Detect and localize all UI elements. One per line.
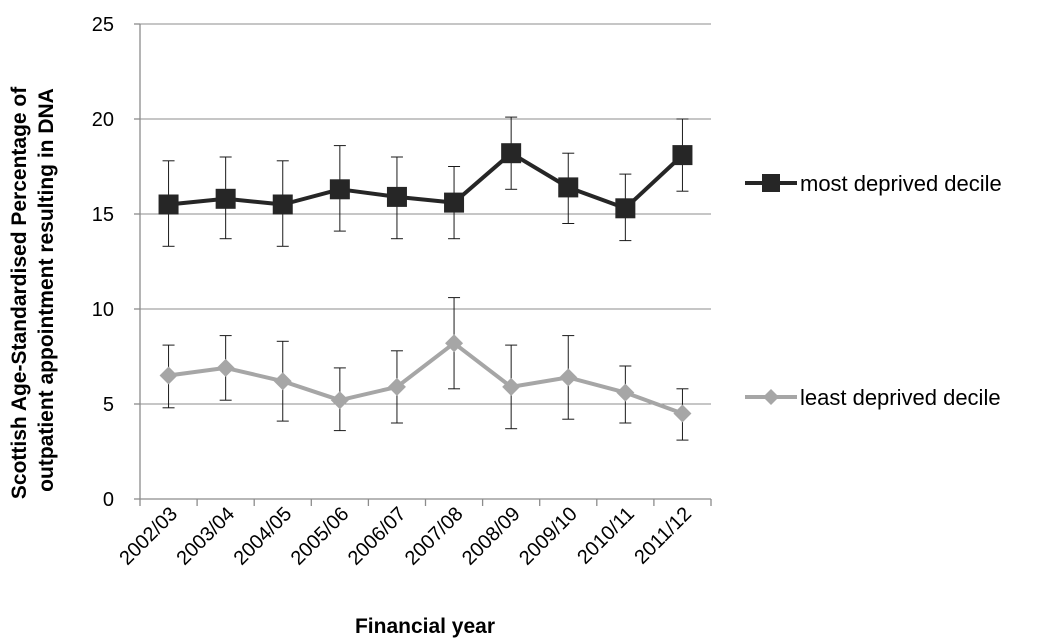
x-tick-label: 2004/05 (230, 503, 297, 570)
data-point-square (386, 186, 407, 207)
data-point-square (444, 192, 465, 213)
legend-marker-diamond (763, 389, 779, 405)
data-point-diamond (330, 391, 349, 410)
data-point-diamond (673, 404, 692, 423)
x-axis-title: Financial year (355, 615, 495, 638)
y-axis-title-line-1: Scottish Age-Standardised Percentage of (8, 86, 31, 499)
data-point-square (272, 194, 293, 215)
y-tick-label: 5 (103, 394, 114, 416)
series-line-1 (168, 151, 684, 211)
data-point-square (501, 143, 522, 164)
data-point-diamond (502, 377, 521, 396)
y-tick-label: 15 (92, 204, 114, 226)
x-tick-label: 2007/08 (401, 503, 468, 570)
data-point-diamond (616, 383, 635, 402)
x-tick-label: 2006/07 (344, 503, 411, 570)
x-tick-label: 2009/10 (515, 503, 582, 570)
y-tick-label: 0 (103, 489, 114, 511)
x-tick-label: 2008/09 (458, 503, 525, 570)
data-point-square (615, 198, 636, 219)
axes (134, 23, 712, 506)
y-tick-label: 25 (92, 14, 114, 36)
y-tick-label: 10 (92, 299, 114, 321)
x-tick-label: 2003/04 (173, 503, 240, 570)
x-tick-label: 2005/06 (287, 503, 354, 570)
data-point-diamond (445, 334, 464, 353)
y-tick-labels: 0 5 10 15 20 25 (92, 14, 114, 511)
data-point-square (672, 145, 693, 166)
data-point-diamond (273, 372, 292, 391)
legend-label: most deprived decile (800, 171, 1002, 196)
x-tick-label: 2010/11 (573, 503, 639, 569)
data-point-diamond (387, 377, 406, 396)
y-axis-title-line-2: outpatient appointment resulting in DNA (35, 88, 58, 492)
series-line-2 (168, 341, 684, 416)
legend-label: least deprived decile (800, 385, 1001, 410)
x-tick-label: 2002/03 (115, 503, 182, 570)
data-markers (158, 143, 693, 423)
data-point-square (329, 179, 350, 200)
y-axis-title: Scottish Age-Standardised Percentage of … (8, 81, 58, 499)
legend: most deprived decile least deprived decil… (745, 171, 1002, 410)
data-point-square (558, 177, 579, 198)
gridlines (140, 23, 711, 405)
series-lines (168, 151, 684, 416)
x-tick-labels: 2002/032003/042004/052005/062006/072007/… (115, 503, 696, 570)
data-point-square (158, 194, 179, 215)
y-tick-label: 20 (92, 109, 114, 131)
data-point-diamond (159, 366, 178, 385)
data-point-diamond (559, 368, 578, 387)
legend-marker-square (762, 174, 780, 192)
data-point-square (215, 188, 236, 209)
x-tick-label: 2011/12 (630, 503, 696, 569)
data-point-diamond (216, 358, 235, 377)
error-bars (162, 116, 689, 441)
